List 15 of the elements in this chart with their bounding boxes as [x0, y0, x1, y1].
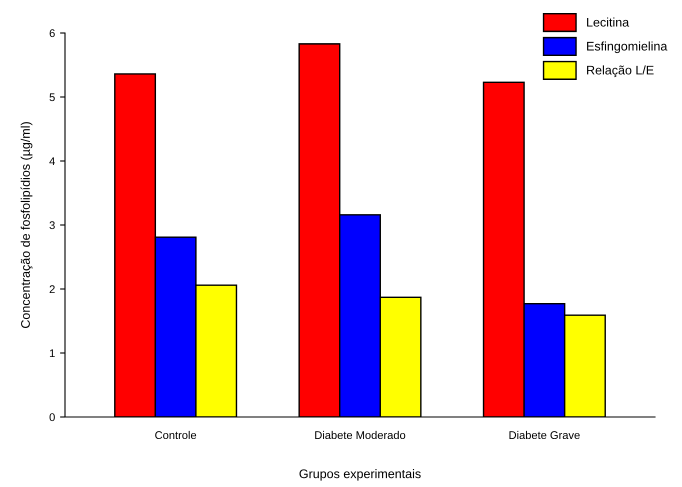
y-tick-label: 6 — [50, 29, 55, 38]
y-tick-label: 4 — [49, 157, 55, 166]
legend-label: Lecitina — [587, 18, 630, 27]
x-tick-label: Controle — [155, 430, 196, 440]
x-tick-label: Diabete Grave — [509, 430, 580, 440]
y-tick-label: 2 — [50, 285, 55, 294]
x-axis-title: Grupos experimentais — [299, 469, 421, 481]
y-tick-label: 3 — [50, 221, 55, 230]
legend-label: Relação L/E — [587, 65, 654, 78]
y-axis-title: Concentração de fosfolipídios (µg/ml) — [20, 122, 32, 328]
y-tick-label: 1 — [50, 349, 55, 358]
x-tick-label: Diabete Moderado — [315, 430, 406, 440]
legend-label: Esfingomielina — [587, 41, 668, 54]
y-tick-label: 5 — [50, 93, 55, 102]
y-tick-label: 0 — [50, 413, 55, 422]
